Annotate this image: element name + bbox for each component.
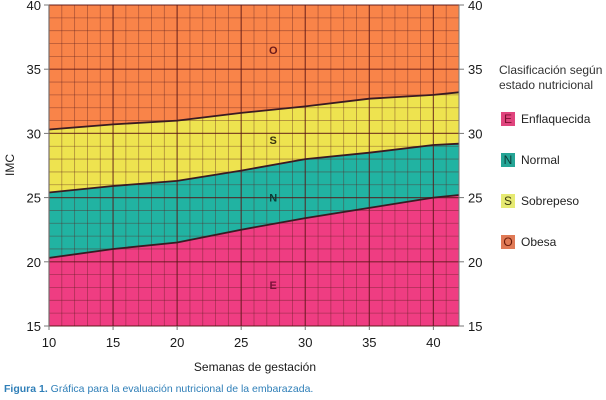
legend-label: Sobrepeso	[521, 194, 580, 208]
legend-label: Enflaquecida	[521, 112, 591, 126]
x-tick: 20	[170, 335, 184, 350]
legend-swatch: S	[501, 194, 515, 208]
legend-label: Obesa	[521, 235, 557, 249]
region-label-e: E	[270, 280, 277, 292]
y-tick-left: 20	[27, 255, 41, 270]
region-enflaquecida	[49, 195, 459, 326]
x-axis-title: Semanas de gestación	[194, 360, 316, 374]
y-tick-left: 30	[27, 126, 41, 141]
y-tick-right: 20	[468, 255, 482, 270]
x-tick: 15	[106, 335, 120, 350]
legend-item-sobrepeso: S Sobrepeso	[499, 193, 606, 209]
boundary-lines	[48, 91, 460, 259]
region-normal	[49, 143, 459, 258]
region-letters: O S N E	[269, 45, 278, 292]
boundary-line	[48, 194, 460, 259]
y-tick-left: 40	[27, 0, 41, 13]
legend-title: Clasificación según estado nutricional	[499, 63, 606, 93]
chart-regions	[49, 5, 459, 326]
boundary-line	[48, 91, 460, 131]
legend-title-line2: estado nutricional	[499, 78, 594, 92]
legend-swatch: E	[501, 112, 515, 126]
caption-text: Gráfica para la evaluación nutricional d…	[47, 383, 314, 395]
legend-swatch: N	[501, 153, 515, 167]
region-label-o: O	[269, 45, 278, 57]
y-tick-right: 15	[468, 319, 482, 334]
region-label-s: S	[270, 135, 277, 147]
legend-items: E Enflaquecida N Normal S Sobrepeso O Obesa	[499, 111, 606, 250]
legend: Clasificación según estado nutricional E…	[499, 63, 606, 275]
legend-swatch: O	[501, 235, 515, 249]
legend-label: Normal	[521, 153, 560, 167]
y-tick-right: 30	[468, 126, 482, 141]
legend-title-line1: Clasificación según	[499, 63, 603, 77]
x-tick: 10	[42, 335, 56, 350]
y-tick-left: 15	[27, 319, 41, 334]
region-sobrepeso	[49, 92, 459, 193]
x-tick: 25	[234, 335, 248, 350]
region-label-n: N	[269, 193, 277, 205]
y-tick-right: 35	[468, 62, 482, 77]
y-tick-right: 40	[468, 0, 482, 13]
x-tick: 40	[426, 335, 440, 350]
figure-caption: Figura 1. Gráfica para la evaluación nut…	[4, 383, 313, 395]
caption-label: Figura 1.	[4, 383, 48, 395]
legend-item-enflaquecida: E Enflaquecida	[499, 111, 606, 127]
boundary-line	[48, 142, 460, 194]
y-tick-left: 25	[27, 191, 41, 206]
x-tick: 30	[298, 335, 312, 350]
region-obesa	[49, 5, 459, 130]
y-tick-right: 25	[468, 191, 482, 206]
y-axis-title: IMC	[3, 154, 17, 176]
x-tick: 35	[362, 335, 376, 350]
legend-item-obesa: O Obesa	[499, 234, 606, 250]
legend-item-normal: N Normal	[499, 152, 606, 168]
y-tick-left: 35	[27, 62, 41, 77]
